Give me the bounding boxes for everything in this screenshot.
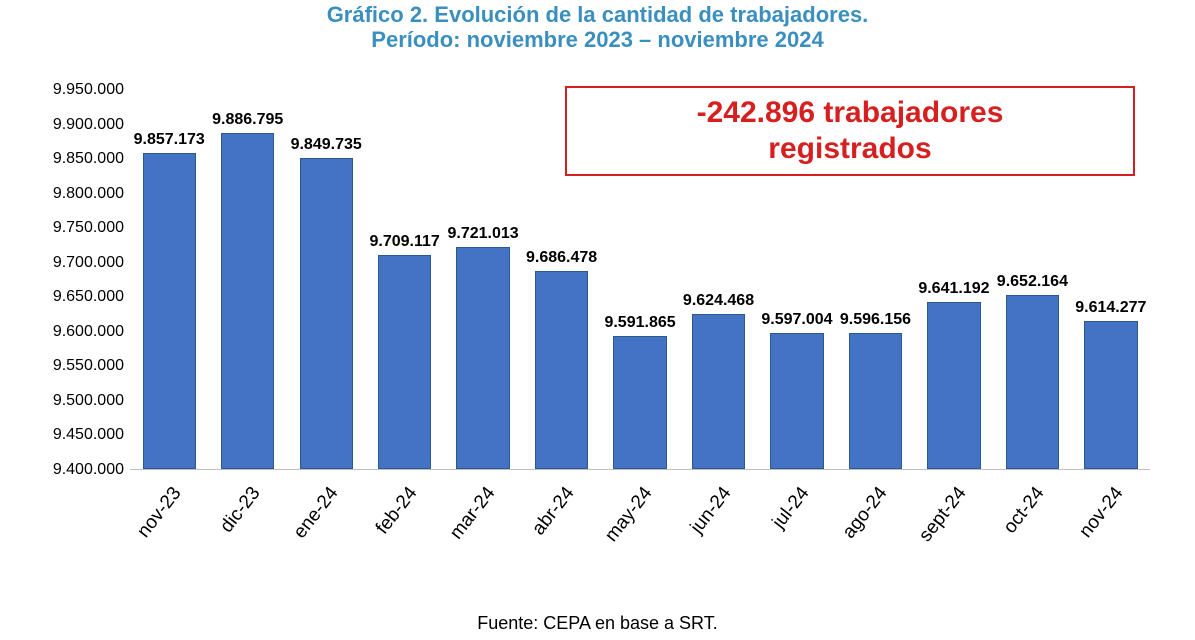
bar bbox=[613, 336, 666, 469]
x-axis-labels: nov-23dic-23ene-24feb-24mar-24abr-24may-… bbox=[130, 475, 1150, 585]
chart-title: Gráfico 2. Evolución de la cantidad de t… bbox=[0, 0, 1195, 53]
x-axis-label: mar-24 bbox=[444, 475, 522, 585]
bar-value-label: 9.652.164 bbox=[997, 273, 1068, 291]
y-axis-label: 9.900.000 bbox=[53, 116, 124, 134]
x-axis-label: nov-24 bbox=[1072, 475, 1150, 585]
x-axis-label: ago-24 bbox=[836, 475, 914, 585]
chart-title-line2: Período: noviembre 2023 – noviembre 2024 bbox=[0, 27, 1195, 52]
bar-value-label: 9.709.117 bbox=[369, 233, 439, 251]
y-axis-label: 9.600.000 bbox=[53, 323, 124, 341]
bar bbox=[692, 314, 745, 469]
x-axis-label: nov-23 bbox=[130, 475, 208, 585]
source-text: Fuente: CEPA en base a SRT. bbox=[0, 613, 1195, 634]
y-axis-label: 9.950.000 bbox=[53, 81, 124, 99]
bar bbox=[849, 333, 902, 469]
bar-value-label: 9.591.865 bbox=[604, 314, 675, 332]
y-axis-label: 9.700.000 bbox=[53, 254, 124, 272]
x-axis-label: dic-23 bbox=[208, 475, 286, 585]
bar-slot: 9.857.173 bbox=[130, 90, 208, 469]
callout-line2: registrados bbox=[768, 131, 931, 167]
bar bbox=[300, 158, 353, 469]
bar-value-label: 9.641.192 bbox=[918, 280, 989, 298]
bar-value-label: 9.886.795 bbox=[212, 111, 283, 129]
x-axis-label: abr-24 bbox=[522, 475, 600, 585]
x-axis-label: oct-24 bbox=[993, 475, 1071, 585]
x-axis-label: ene-24 bbox=[287, 475, 365, 585]
bar-value-label: 9.614.277 bbox=[1075, 299, 1146, 317]
chart-title-line1: Gráfico 2. Evolución de la cantidad de t… bbox=[0, 2, 1195, 27]
y-axis-label: 9.400.000 bbox=[53, 461, 124, 479]
bar-slot: 9.849.735 bbox=[287, 90, 365, 469]
bar-value-label: 9.597.004 bbox=[761, 311, 832, 329]
bar bbox=[770, 333, 823, 469]
x-axis-label: jun-24 bbox=[679, 475, 757, 585]
x-axis-label: jul-24 bbox=[758, 475, 836, 585]
bar bbox=[1084, 321, 1137, 469]
bar bbox=[1006, 295, 1059, 469]
bar-slot: 9.721.013 bbox=[444, 90, 522, 469]
bar bbox=[535, 271, 588, 469]
y-axis-label: 9.500.000 bbox=[53, 392, 124, 410]
bar-value-label: 9.857.173 bbox=[134, 131, 205, 149]
bar-value-label: 9.849.735 bbox=[291, 136, 362, 154]
bar bbox=[221, 133, 274, 469]
bar bbox=[143, 153, 196, 469]
bar bbox=[378, 255, 431, 469]
y-axis: 9.400.0009.450.0009.500.0009.550.0009.60… bbox=[30, 90, 128, 470]
y-axis-label: 9.550.000 bbox=[53, 357, 124, 375]
bar bbox=[927, 302, 980, 469]
y-axis-label: 9.850.000 bbox=[53, 150, 124, 168]
bar bbox=[456, 247, 509, 469]
x-axis-label: feb-24 bbox=[365, 475, 443, 585]
bar-value-label: 9.686.478 bbox=[526, 249, 597, 267]
y-axis-label: 9.800.000 bbox=[53, 185, 124, 203]
x-axis-label: sept-24 bbox=[915, 475, 993, 585]
y-axis-label: 9.750.000 bbox=[53, 219, 124, 237]
bar-slot: 9.886.795 bbox=[208, 90, 286, 469]
y-axis-label: 9.450.000 bbox=[53, 426, 124, 444]
x-axis-label: may-24 bbox=[601, 475, 679, 585]
bar-value-label: 9.596.156 bbox=[840, 311, 911, 329]
bar-slot: 9.709.117 bbox=[365, 90, 443, 469]
bar-value-label: 9.721.013 bbox=[448, 225, 519, 243]
bar-value-label: 9.624.468 bbox=[683, 292, 754, 310]
callout-box: -242.896 trabajadores registrados bbox=[565, 86, 1135, 176]
callout-line1: -242.896 trabajadores bbox=[697, 95, 1004, 131]
y-axis-label: 9.650.000 bbox=[53, 288, 124, 306]
